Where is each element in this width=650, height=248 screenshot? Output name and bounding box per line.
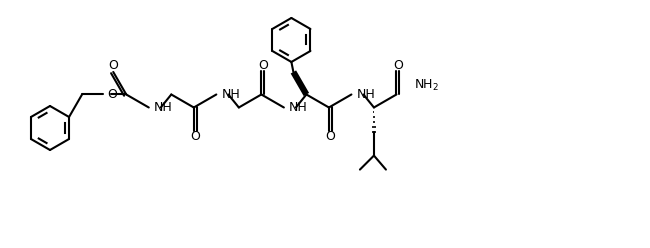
Text: O: O bbox=[326, 130, 335, 143]
Text: O: O bbox=[393, 59, 403, 72]
Text: O: O bbox=[258, 59, 268, 72]
Text: O: O bbox=[109, 60, 118, 72]
Text: NH$_2$: NH$_2$ bbox=[415, 78, 439, 93]
Text: NH: NH bbox=[154, 101, 172, 114]
Text: NH: NH bbox=[289, 101, 307, 114]
Text: NH: NH bbox=[356, 88, 375, 101]
Text: O: O bbox=[107, 88, 117, 101]
Text: O: O bbox=[190, 130, 200, 143]
Text: NH: NH bbox=[221, 88, 240, 101]
